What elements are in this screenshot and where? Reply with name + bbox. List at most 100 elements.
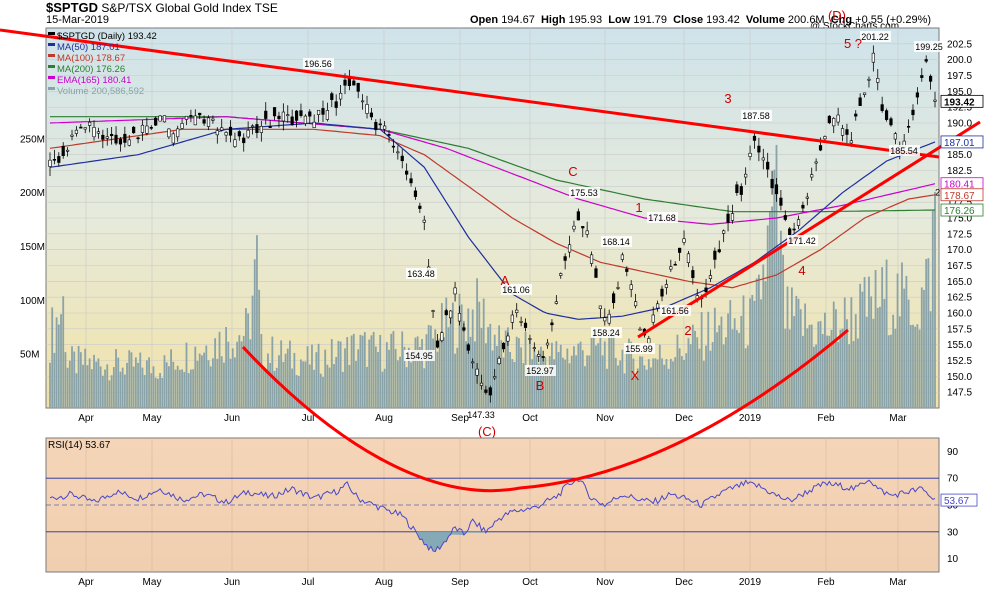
price-annotation-box	[406, 268, 437, 279]
volume-bar	[799, 309, 802, 408]
volume-bar	[267, 353, 269, 408]
volume-bar	[762, 264, 765, 408]
volume-tick-label: 250M	[20, 134, 45, 145]
candle-body	[70, 134, 74, 137]
volume-bar	[854, 314, 857, 408]
candle-body	[413, 190, 418, 197]
descending-trendline	[0, 28, 940, 159]
candle-body	[140, 124, 145, 133]
volume-bar	[90, 369, 93, 408]
volume-bar	[251, 295, 254, 408]
volume-bar	[212, 358, 214, 408]
volume-bar	[810, 324, 813, 408]
volume-bar	[733, 318, 736, 408]
volume-bar	[178, 369, 181, 408]
volume-bar	[903, 288, 906, 408]
volume-bar	[599, 334, 602, 408]
volume-bar	[544, 356, 547, 408]
volume-bar	[99, 366, 102, 408]
volume-bar	[192, 369, 194, 408]
volume-bar	[663, 364, 666, 408]
wave-label: (D)	[828, 8, 846, 23]
volume-bar	[680, 356, 683, 408]
wave-label: X	[631, 368, 640, 383]
price-month-label: Mar	[889, 413, 907, 424]
candle-body	[519, 321, 523, 323]
volume-bar	[555, 341, 558, 408]
volume-bar	[498, 325, 501, 408]
candle-body	[286, 114, 290, 116]
volume-bar	[577, 343, 580, 408]
candle-body	[132, 126, 136, 134]
volume-bar	[870, 296, 873, 408]
price-annotation: 171.68	[648, 213, 676, 223]
volume-bar	[828, 335, 831, 408]
ticker-exchange: TSE	[254, 1, 278, 15]
volume-bar	[612, 336, 615, 408]
volume-bar	[568, 363, 571, 408]
volume-tick-label: 100M	[20, 296, 45, 307]
volume-bar	[729, 300, 732, 408]
volume-bar	[128, 350, 131, 408]
candle-body	[880, 104, 884, 111]
volume-bar	[606, 368, 608, 408]
candle-body	[277, 115, 281, 120]
wave-label: 5 ?	[844, 36, 862, 51]
price-x-axis: Apr May Jun Jul Aug Sep Oct Nov Dec 2019 Feb Mar	[78, 413, 907, 424]
volume-bar	[77, 346, 80, 408]
volume-bar	[489, 323, 492, 408]
ticker-name: S&P/TSX Global Gold Index	[101, 1, 252, 15]
volume-bar	[88, 358, 91, 408]
candle-body	[383, 125, 387, 130]
volume-bar	[434, 329, 437, 408]
candle-body	[202, 119, 206, 124]
candle-body	[867, 78, 871, 81]
high-value: 195.93	[568, 14, 603, 26]
volume-bar	[835, 309, 837, 408]
candle-body	[74, 129, 79, 134]
volume-bar	[782, 254, 784, 408]
volume-bar	[751, 294, 754, 408]
volume-bar	[883, 299, 886, 408]
candle-body	[250, 125, 255, 128]
candle-body	[211, 118, 215, 121]
price-tick-label: 182.5	[947, 166, 972, 177]
volume-bar	[161, 377, 164, 408]
candle-body	[730, 213, 735, 221]
price-candles	[48, 45, 937, 403]
volume-bar	[610, 330, 613, 408]
candle-body	[840, 128, 845, 136]
candle-body	[805, 196, 809, 199]
volume-bar	[108, 380, 111, 408]
volume-bar	[608, 328, 611, 408]
volume-bar	[912, 324, 914, 408]
volume-bar	[440, 303, 443, 408]
candle-body	[774, 184, 779, 195]
volume-bar	[579, 341, 582, 408]
candle-body	[832, 118, 836, 127]
volume-bar	[240, 341, 243, 408]
volume-bar	[410, 362, 412, 408]
volume-bar	[311, 344, 313, 408]
candle-body	[515, 309, 519, 313]
price-annotation-box	[404, 350, 435, 361]
volume-bar	[385, 342, 388, 408]
volume-bar	[614, 357, 617, 408]
volume-bar	[388, 349, 390, 408]
rsi-panel-background	[45, 437, 940, 573]
volume-bar	[623, 373, 626, 408]
volume-bar	[234, 357, 236, 408]
candle-body	[457, 313, 462, 322]
price-annotation-box	[601, 236, 632, 247]
volume-bar	[557, 352, 560, 408]
volume-bar	[857, 338, 859, 408]
candle-body	[272, 107, 277, 117]
price-tick-label: 200.0	[947, 55, 972, 66]
volume-bar	[361, 335, 364, 408]
wave-label: (C)	[478, 424, 496, 439]
candle-body	[849, 140, 853, 144]
volume-bar	[672, 361, 674, 408]
volume-bar	[79, 352, 82, 408]
candle-body	[766, 161, 770, 170]
candle-body	[620, 254, 624, 260]
